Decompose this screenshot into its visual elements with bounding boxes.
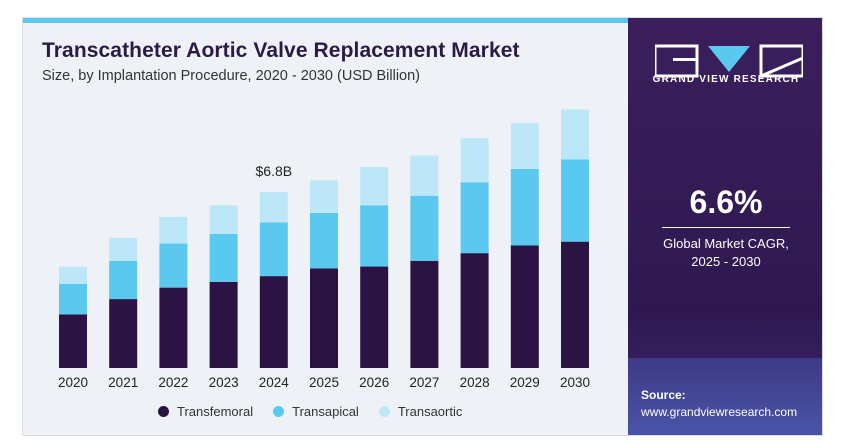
x-tick-label-2024: 2024 (259, 375, 290, 390)
chart-title: Transcatheter Aortic Valve Replacement M… (42, 39, 520, 62)
bar-transfemoral-2022 (159, 287, 188, 368)
bar-transfemoral-2020 (59, 314, 87, 368)
cagr-label: Global Market CAGR, 2025 - 2030 (628, 235, 822, 271)
x-tick-label-2027: 2027 (409, 375, 439, 390)
bar-transfemoral-2029 (510, 245, 539, 368)
cagr-divider (662, 227, 790, 228)
bar-transaortic-2030 (561, 109, 589, 160)
source-url[interactable]: www.grandviewresearch.com (641, 405, 798, 419)
bar-transapical-2028 (460, 182, 489, 254)
bar-transaortic-2023 (209, 205, 238, 234)
chart-card: Transcatheter Aortic Valve Replacement M… (22, 17, 823, 436)
brand-name: GRAND VIEW RESEARCH (652, 74, 800, 85)
x-tick-label-2020: 2020 (58, 375, 88, 390)
bar-transapical-2030 (561, 159, 589, 242)
bar-transaortic-2025 (310, 180, 338, 213)
bar-transaortic-2029 (510, 122, 539, 169)
bar-chart: 2020 2021 2022 2023 2024 2025 2026 2027 2028 2029… (58, 109, 590, 390)
bar-transapical-2020 (59, 283, 87, 315)
bar-transaortic-2028 (460, 138, 489, 183)
x-tick-label-2030: 2030 (560, 375, 590, 390)
chart-legend: Transfemoral Transapical Transaortic (158, 404, 482, 419)
bar-transaortic-2022 (159, 216, 188, 244)
legend-label-transaortic: Transaortic (397, 404, 463, 419)
bar-transapical-2023 (209, 234, 238, 282)
bar-transaortic-2021 (109, 237, 138, 261)
x-tick-label-2025: 2025 (309, 375, 339, 390)
legend-swatch-transfemoral (158, 406, 169, 417)
bar-transapical-2024 (259, 222, 288, 277)
x-tick-label-2023: 2023 (209, 375, 239, 390)
bar-transaortic-2027 (410, 155, 439, 196)
source-label: Source: (641, 388, 686, 402)
bar-transfemoral-2021 (109, 299, 138, 368)
accent-bar (23, 18, 628, 23)
legend-swatch-transaortic (378, 406, 390, 417)
bar-transaortic-2026 (360, 167, 389, 206)
legend-item-transapical: Transapical (273, 404, 359, 419)
legend-item-transfemoral: Transfemoral (158, 404, 253, 419)
bar-transapical-2027 (410, 195, 439, 261)
x-tick-label-2026: 2026 (359, 375, 389, 390)
bar-transfemoral-2026 (360, 266, 389, 368)
chart-subtitle: Size, by Implantation Procedure, 2020 - … (42, 68, 420, 84)
bar-transapical-2022 (159, 243, 188, 288)
cagr-label-line-1: Global Market CAGR, (663, 236, 789, 251)
bar-transaortic-2024 (259, 191, 288, 223)
bar-transfemoral-2027 (410, 260, 439, 368)
bar-transfemoral-2023 (209, 281, 238, 368)
bar-transfemoral-2030 (561, 241, 589, 368)
bar-transfemoral-2028 (460, 253, 489, 368)
x-tick-label-2022: 2022 (158, 375, 188, 390)
info-panel: GRAND VIEW RESEARCH 6.6% Global Market C… (628, 18, 822, 435)
x-tick-label-2021: 2021 (108, 375, 138, 390)
legend-label-transfemoral: Transfemoral (177, 404, 254, 419)
legend-swatch-transapical (273, 406, 285, 417)
bar-transapical-2025 (310, 212, 338, 269)
bar-transfemoral-2025 (310, 268, 338, 368)
x-tick-label-2028: 2028 (460, 375, 490, 390)
grand-view-research-logo-icon (655, 44, 803, 78)
x-tick-label-2029: 2029 (510, 375, 540, 390)
bar-transapical-2026 (360, 205, 389, 267)
bar-transfemoral-2024 (259, 276, 288, 368)
bar-transaortic-2020 (59, 266, 87, 284)
cagr-label-line-2: 2025 - 2030 (691, 254, 761, 269)
cagr-value: 6.6% (689, 184, 763, 220)
bar-transapical-2029 (510, 168, 539, 246)
legend-item-transaortic: Transaortic (378, 404, 463, 419)
source-box: Source: www.grandviewresearch.com (628, 358, 822, 435)
bar-transapical-2021 (109, 260, 138, 300)
data-label-2024: $6.8B (256, 163, 293, 179)
legend-label-transapical: Transapical (292, 404, 359, 419)
